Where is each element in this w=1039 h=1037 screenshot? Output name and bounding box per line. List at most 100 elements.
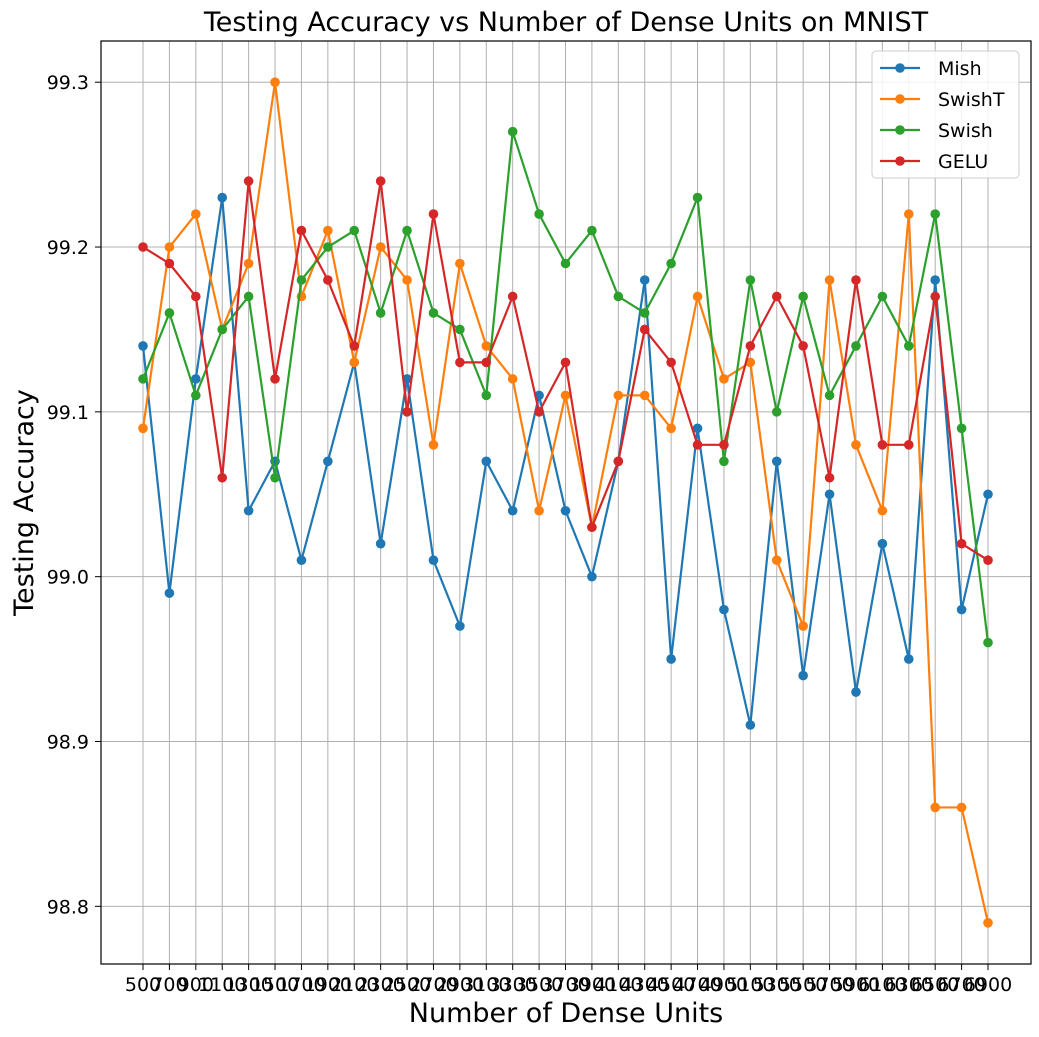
- x-tick-label: 6500: [911, 974, 959, 996]
- data-point-mish: [639, 275, 650, 285]
- x-tick-label: 1300: [224, 974, 272, 996]
- data-point-swish: [719, 456, 729, 467]
- data-point-mish: [455, 621, 465, 631]
- x-tick-label: 4100: [594, 974, 642, 996]
- data-point-swisht: [903, 209, 914, 219]
- data-point-gelu: [375, 176, 386, 186]
- x-tick-label: 3100: [462, 974, 510, 996]
- data-point-gelu: [191, 291, 201, 302]
- chart-title: Testing Accuracy vs Number of Dense Unit…: [203, 7, 929, 38]
- data-point-swish: [877, 291, 888, 302]
- data-point-swish: [956, 423, 967, 434]
- legend: Mish SwishT Swish GELU: [871, 50, 1020, 179]
- data-point-gelu: [719, 440, 729, 450]
- data-point-gelu: [851, 275, 861, 285]
- data-point-gelu: [983, 555, 993, 565]
- data-point-gelu: [930, 291, 940, 302]
- data-point-mish: [375, 538, 386, 549]
- x-tick-label: 5300: [753, 974, 801, 996]
- data-point-swish: [243, 291, 254, 302]
- legend-label: SwishT: [938, 89, 1005, 111]
- data-point-mish: [243, 505, 254, 516]
- data-point-gelu: [455, 357, 465, 368]
- data-point-gelu: [243, 176, 254, 186]
- x-tick-label: 2900: [436, 974, 484, 996]
- data-point-swish: [296, 275, 307, 285]
- data-point-gelu: [481, 357, 492, 368]
- y-tick-label: 99.0: [47, 567, 89, 589]
- data-point-swish: [639, 308, 650, 318]
- data-point-swisht: [349, 357, 360, 368]
- x-tick-label: 3500: [515, 974, 563, 996]
- data-point-swish: [455, 324, 465, 335]
- data-point-swisht: [798, 621, 808, 631]
- x-tick-label: 4300: [621, 974, 669, 996]
- data-point-swish: [983, 637, 993, 648]
- y-axis-title: Testing Accuracy: [9, 389, 40, 617]
- legend-item-swisht: SwishT: [880, 89, 1005, 111]
- data-point-swisht: [719, 374, 729, 384]
- data-point-swisht: [745, 357, 756, 368]
- legend-label: Mish: [938, 58, 982, 80]
- data-point-swish: [270, 472, 280, 483]
- data-point-mish: [138, 341, 148, 351]
- data-point-gelu: [613, 456, 624, 467]
- data-point-swisht: [270, 77, 280, 88]
- data-point-gelu: [270, 374, 280, 384]
- data-point-gelu: [138, 242, 148, 252]
- y-tick-label: 99.1: [47, 402, 89, 424]
- series-swisht: [138, 77, 993, 928]
- x-tick-label: 4700: [673, 974, 721, 996]
- data-point-gelu: [217, 472, 228, 483]
- data-point-swish: [824, 390, 835, 401]
- data-point-swisht: [666, 423, 676, 434]
- x-tick-label: 1100: [198, 974, 246, 996]
- data-point-gelu: [666, 357, 676, 368]
- data-point-gelu: [771, 291, 782, 302]
- data-point-mish: [745, 720, 756, 730]
- data-point-swisht: [402, 275, 412, 285]
- data-point-gelu: [798, 341, 808, 351]
- data-point-mish: [983, 489, 993, 500]
- data-point-mish: [191, 374, 201, 384]
- data-point-swisht: [824, 275, 835, 285]
- data-point-swisht: [164, 242, 175, 252]
- data-point-gelu: [692, 440, 703, 450]
- legend-swatch-marker: [895, 156, 905, 166]
- data-point-swisht: [956, 802, 967, 813]
- data-point-mish: [323, 456, 333, 467]
- data-point-gelu: [824, 472, 835, 483]
- data-point-gelu: [402, 407, 412, 417]
- data-point-mish: [217, 192, 228, 203]
- data-point-swish: [560, 258, 571, 269]
- legend-item-swish: Swish: [880, 120, 993, 142]
- data-point-swisht: [243, 258, 254, 269]
- legend-label: Swish: [938, 120, 993, 142]
- data-point-mish: [851, 687, 861, 697]
- data-point-swisht: [771, 555, 782, 565]
- x-tick-label: 900: [178, 974, 214, 996]
- data-point-gelu: [507, 291, 518, 302]
- data-point-gelu: [534, 407, 544, 417]
- data-point-swish: [798, 291, 808, 302]
- data-point-mish: [903, 654, 914, 664]
- data-point-swisht: [428, 440, 439, 450]
- data-point-gelu: [428, 209, 439, 219]
- data-point-swish: [349, 225, 360, 236]
- x-tick-label: 5500: [779, 974, 827, 996]
- legend-item-mish: Mish: [880, 58, 982, 80]
- data-point-mish: [296, 555, 307, 565]
- x-tick-label: 1500: [251, 974, 299, 996]
- data-point-swisht: [930, 802, 940, 813]
- x-tick-label: 6100: [858, 974, 906, 996]
- data-point-mish: [956, 604, 967, 615]
- data-point-swisht: [138, 423, 148, 434]
- data-point-swish: [164, 308, 175, 318]
- legend-item-gelu: GELU: [880, 151, 988, 173]
- x-tick-label: 1900: [304, 974, 352, 996]
- data-point-mish: [798, 670, 808, 681]
- legend-swatch-marker: [895, 125, 905, 135]
- legend-label: GELU: [938, 151, 988, 173]
